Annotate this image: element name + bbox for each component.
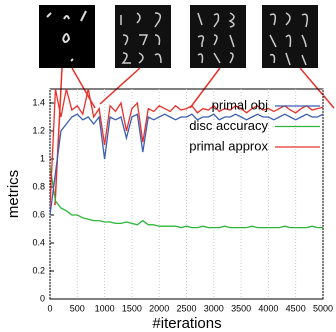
legend-label: disc accuracy	[189, 118, 268, 133]
legend-label: primal approx	[189, 138, 268, 153]
y-tick-label: 1	[40, 153, 45, 163]
thumbnails	[39, 5, 318, 68]
x-tick-label: 2000	[149, 303, 169, 313]
y-tick-label: 0.4	[32, 237, 45, 247]
y-axis-label: metrics	[5, 170, 22, 218]
thumbnail	[262, 5, 318, 68]
y-tick-label: 0.8	[32, 181, 45, 191]
thumbnail	[190, 5, 246, 68]
series-line	[50, 89, 323, 208]
y-tick-label: 1.2	[32, 125, 45, 135]
x-tick-label: 3000	[204, 303, 224, 313]
x-tick-label: 1000	[95, 303, 115, 313]
x-tick-label: 5000	[313, 303, 333, 313]
x-tick-label: 0	[47, 303, 52, 313]
thumbnail	[39, 5, 95, 68]
y-tick-label: 0.2	[32, 265, 45, 275]
thumbnail	[115, 5, 171, 68]
y-tick-label: 1.4	[32, 97, 45, 107]
legend-label: primal obj	[212, 97, 268, 112]
x-tick-label: 1500	[122, 303, 142, 313]
chart: metrics #iterations 0 0.2 0.4 0.6 0.8 1 1.2 1.4…	[0, 0, 336, 332]
x-tick-label: 500	[70, 303, 85, 313]
x-axis-label: #iterations	[152, 315, 221, 332]
x-tick-label: 4500	[286, 303, 306, 313]
y-tick-label: 0.6	[32, 209, 45, 219]
x-tick-label: 2500	[176, 303, 196, 313]
x-tick-label: 4000	[258, 303, 278, 313]
x-tick-label: 3500	[231, 303, 251, 313]
y-tick-label: 0	[40, 293, 45, 303]
